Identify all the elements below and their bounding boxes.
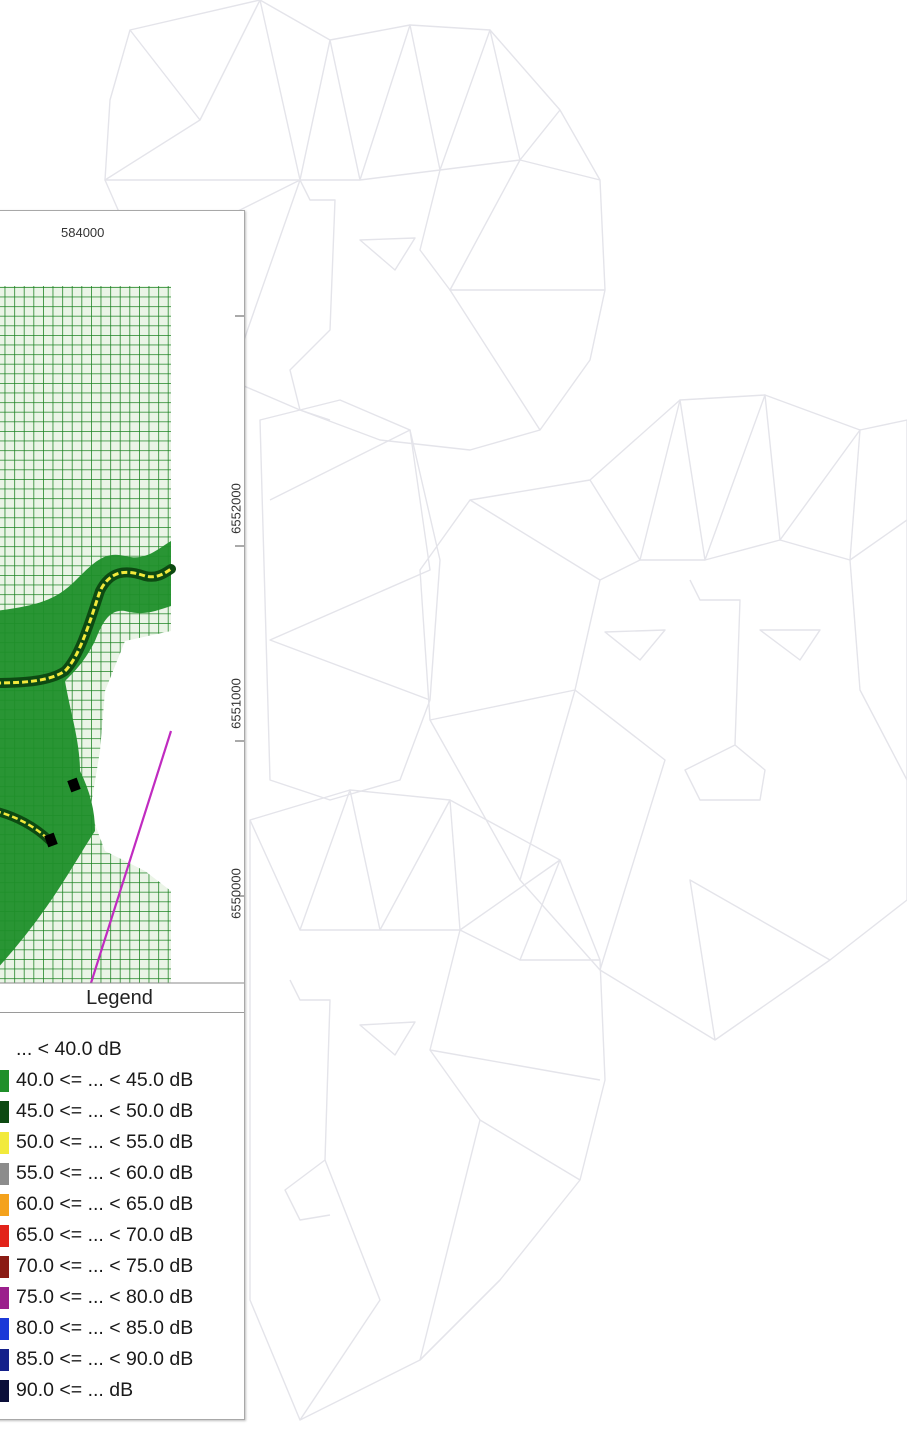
legend-item: 45.0 <= ... < 50.0 dB <box>0 1096 193 1127</box>
legend-label: 40.0 <= ... < 45.0 dB <box>16 1069 194 1091</box>
legend-item: 60.0 <= ... < 65.0 dB <box>0 1189 193 1220</box>
legend-swatch <box>0 1224 9 1247</box>
legend-label: ... < 40.0 dB <box>16 1038 122 1060</box>
legend-title: Legend <box>86 987 153 1009</box>
legend-swatch <box>0 1162 9 1185</box>
legend-swatch <box>0 1255 9 1278</box>
legend-item: 55.0 <= ... < 60.0 dB <box>0 1158 193 1189</box>
contour-40-45db <box>0 541 171 966</box>
legend-divider <box>0 1012 244 1013</box>
legend-label: 70.0 <= ... < 75.0 dB <box>16 1255 194 1277</box>
y-tick-label: 6551000 <box>228 678 244 729</box>
legend-swatch <box>0 1317 9 1340</box>
legend-swatch <box>0 1100 9 1123</box>
legend-label: 60.0 <= ... < 65.0 dB <box>16 1193 194 1215</box>
boundary-line <box>89 730 173 984</box>
legend-label: 75.0 <= ... < 80.0 dB <box>16 1286 194 1308</box>
noise-map[interactable] <box>0 211 244 991</box>
legend-label: 45.0 <= ... < 50.0 dB <box>16 1100 194 1122</box>
legend-swatch <box>0 1193 9 1216</box>
legend-swatch <box>0 1379 9 1402</box>
legend-list: ... < 40.0 dB 40.0 <= ... < 45.0 dB 45.0 <… <box>0 1034 193 1406</box>
legend-item: 70.0 <= ... < 75.0 dB <box>0 1251 193 1282</box>
legend-item: ... < 40.0 dB <box>0 1034 193 1065</box>
legend-item: 40.0 <= ... < 45.0 dB <box>0 1065 193 1096</box>
legend-item: 85.0 <= ... < 90.0 dB <box>0 1344 193 1375</box>
legend-item: 90.0 <= ... dB <box>0 1375 193 1406</box>
noise-map-panel: 584000 6552000 6551000 6550000 Legend ..… <box>0 210 245 1420</box>
no-grid-area <box>90 631 171 891</box>
legend-item: 50.0 <= ... < 55.0 dB <box>0 1127 193 1158</box>
legend-label: 85.0 <= ... < 90.0 dB <box>16 1348 194 1370</box>
legend-label: 55.0 <= ... < 60.0 dB <box>16 1162 194 1184</box>
legend-swatch <box>0 1131 9 1154</box>
building-marker <box>67 777 81 793</box>
legend-swatch <box>0 1348 9 1371</box>
legend-label: 65.0 <= ... < 70.0 dB <box>16 1224 194 1246</box>
legend-swatch <box>0 1038 9 1061</box>
legend-label: 90.0 <= ... dB <box>16 1379 134 1401</box>
y-tick-label: 6550000 <box>228 868 244 919</box>
x-tick-label: 584000 <box>61 225 105 240</box>
legend-label: 50.0 <= ... < 55.0 dB <box>16 1131 194 1153</box>
legend-item: 65.0 <= ... < 70.0 dB <box>0 1220 193 1251</box>
legend-label: 80.0 <= ... < 85.0 dB <box>16 1317 194 1339</box>
y-tick-label: 6552000 <box>228 483 244 534</box>
legend-item: 80.0 <= ... < 85.0 dB <box>0 1313 193 1344</box>
legend-item: 75.0 <= ... < 80.0 dB <box>0 1282 193 1313</box>
legend-swatch <box>0 1286 9 1309</box>
building-marker <box>44 832 58 848</box>
road-50-55db <box>0 567 172 685</box>
legend-swatch <box>0 1069 9 1092</box>
